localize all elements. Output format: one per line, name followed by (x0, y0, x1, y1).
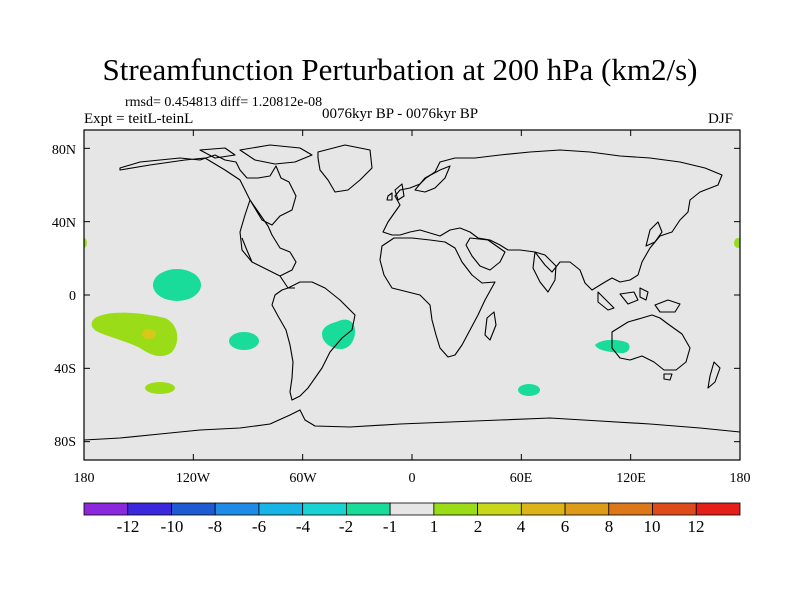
coast-japan (645, 221, 663, 247)
colorbar-box (214, 502, 260, 516)
experiment-label: Expt = teitL-teinL (84, 111, 194, 127)
anomaly-region-central-pacific (153, 269, 201, 301)
coast-scandinavia (414, 165, 451, 193)
colorbar-box (258, 502, 304, 516)
colorbar-box (171, 502, 216, 516)
season-label: DJF (708, 111, 734, 127)
anomaly-region-southern-indian (518, 384, 540, 396)
colorbar-box (127, 502, 172, 516)
coast-british-isles (386, 183, 405, 201)
colorbar-label: -10 (161, 517, 184, 536)
coast-africa (379, 237, 496, 358)
colorbar (83, 502, 741, 516)
colorbar-box (345, 502, 391, 516)
colorbar-box (477, 502, 522, 516)
colorbar-box (695, 502, 741, 516)
colorbar-label: 6 (561, 517, 570, 536)
anomaly-region-south-pacific-core (142, 329, 156, 339)
x-tick-label: 60W (289, 471, 317, 486)
colorbar-label: -8 (208, 517, 222, 536)
colorbar-label: -1 (383, 517, 397, 536)
colorbar-label: -12 (117, 517, 140, 536)
colorbar-box (564, 502, 610, 516)
colorbar-box (389, 502, 435, 516)
y-tick-label: 0 (69, 289, 76, 304)
coast-north-america (119, 154, 297, 277)
y-tick-label: 40N (52, 216, 76, 231)
anomaly-regions (84, 238, 740, 396)
colorbar-label: 1 (430, 517, 439, 536)
coast-southeast-asia-islands (597, 287, 681, 313)
y-tick-label: 80N (52, 143, 76, 158)
colorbar-box (520, 502, 566, 516)
colorbar-label: 2 (474, 517, 483, 536)
coast-eurasia (382, 149, 723, 291)
colorbar-box (83, 502, 129, 516)
colorbar-label: 12 (688, 517, 705, 536)
coast-south-america (271, 281, 356, 401)
coast-arctic-islands (199, 144, 313, 165)
colorbar-box (302, 502, 347, 516)
colorbar-label: -6 (252, 517, 266, 536)
anomaly-region-south-pacific-high-lat (145, 382, 175, 394)
x-tick-label: 180 (74, 471, 95, 486)
plot-title: Streamfunction Perturbation at 200 hPa (… (102, 52, 698, 87)
tick-marks (83, 130, 741, 460)
coast-antarctica (84, 409, 740, 441)
colorbar-label: 8 (605, 517, 614, 536)
coast-madagascar (484, 311, 497, 341)
anomaly-region-south-atlantic (322, 319, 356, 350)
colorbar-box (608, 502, 653, 516)
coast-new-zealand (707, 361, 721, 389)
y-tick-label: 80S (54, 435, 76, 450)
x-tick-label: 180 (730, 471, 751, 486)
colorbar-box (652, 502, 697, 516)
anomaly-region-west-edge (84, 238, 87, 248)
colorbar-label: -2 (339, 517, 353, 536)
coast-arabia (465, 237, 506, 271)
anomaly-region-south-pacific (91, 312, 178, 357)
x-axis-ticks: 180 120W 60W 0 60E 120E 180 (74, 471, 751, 486)
colorbar-label: 10 (644, 517, 661, 536)
x-tick-label: 120E (616, 471, 646, 486)
x-tick-label: 60E (510, 471, 533, 486)
coast-india (532, 251, 557, 293)
period-label: 0076kyr BP - 0076kyr BP (322, 106, 479, 122)
coastlines (84, 144, 740, 441)
colorbar-box (433, 502, 479, 516)
anomaly-region-southeast-pacific (229, 332, 259, 350)
x-tick-label: 0 (409, 471, 416, 486)
y-tick-label: 40S (54, 362, 76, 377)
x-tick-label: 120W (176, 471, 211, 486)
coast-greenland (317, 144, 373, 193)
coast-tasmania (663, 373, 673, 381)
colorbar-labels: -12 -10 -8 -6 -4 -2 -1 1 2 4 6 8 10 12 (117, 517, 705, 536)
stats-text: rmsd= 0.454813 diff= 1.20812e-08 (125, 95, 323, 110)
colorbar-label: -4 (296, 517, 311, 536)
coast-australia (611, 314, 691, 371)
y-axis-ticks: 80N 40N 0 40S 80S (52, 143, 76, 450)
colorbar-label: 4 (517, 517, 526, 536)
anomaly-region-east-edge (734, 238, 740, 248)
